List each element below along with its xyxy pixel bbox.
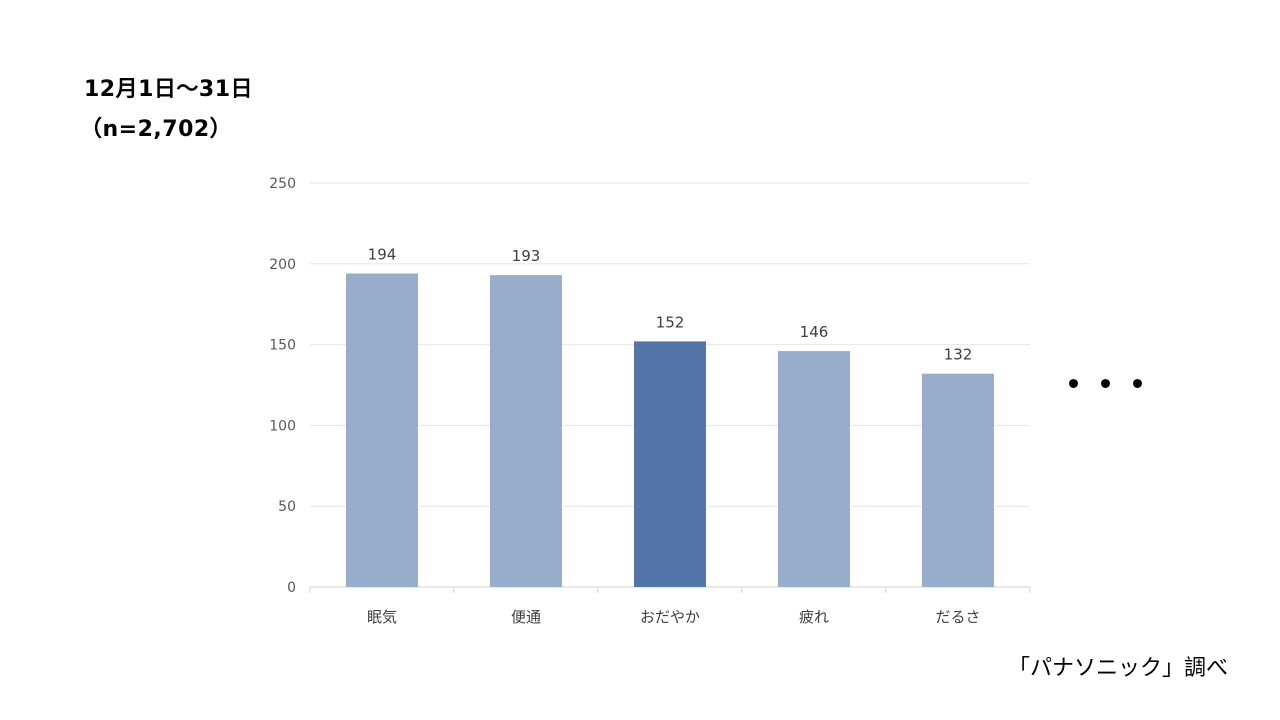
data-label: 152 bbox=[656, 313, 685, 331]
data-label: 132 bbox=[944, 346, 973, 364]
data-label: 194 bbox=[368, 245, 397, 263]
category-label: 眠気 bbox=[367, 608, 397, 626]
ellipsis-dot bbox=[1133, 379, 1142, 388]
chart-heading: 12月1日～31日 （n=2,702） bbox=[80, 70, 254, 150]
y-tick-label: 250 bbox=[269, 176, 296, 192]
y-tick-label: 50 bbox=[278, 499, 296, 515]
date-range-title: 12月1日～31日 bbox=[84, 77, 254, 102]
y-tick-label: 150 bbox=[269, 338, 296, 354]
data-label: 193 bbox=[512, 247, 541, 265]
sample-size-subtitle: （n=2,702） bbox=[80, 117, 233, 142]
category-label: だるさ bbox=[935, 608, 980, 626]
category-label: 便通 bbox=[511, 608, 541, 626]
bar bbox=[778, 351, 850, 587]
y-tick-label: 0 bbox=[287, 580, 296, 596]
data-label: 146 bbox=[800, 323, 829, 341]
bar bbox=[490, 275, 562, 587]
ellipsis-dot bbox=[1101, 379, 1110, 388]
y-tick-label: 200 bbox=[269, 257, 296, 273]
source-credit: 「パナソニック」調べ bbox=[1007, 656, 1228, 681]
bar bbox=[634, 341, 706, 587]
category-label: おだやか bbox=[640, 608, 700, 626]
bar bbox=[346, 273, 418, 587]
more-items-ellipsis bbox=[1062, 366, 1152, 396]
y-tick-label: 100 bbox=[269, 418, 296, 434]
category-label: 疲れ bbox=[799, 608, 829, 626]
bar bbox=[922, 373, 994, 587]
ellipsis-dot bbox=[1069, 379, 1078, 388]
